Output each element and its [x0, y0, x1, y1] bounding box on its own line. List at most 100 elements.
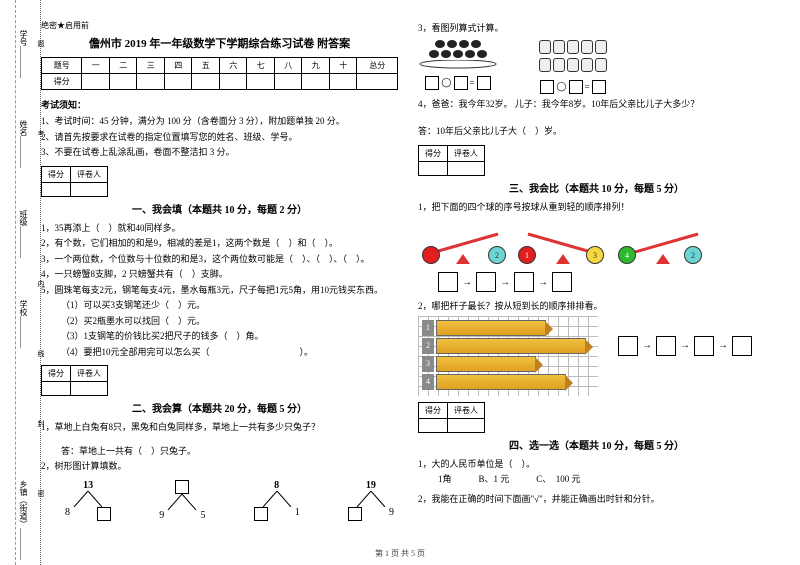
flow-box[interactable] — [514, 272, 534, 292]
blank-box[interactable] — [97, 507, 111, 521]
left-column: 绝密★启用前 儋州市 2019 年一年级数学下学期综合练习试卷 附答案 题号 一… — [31, 20, 408, 555]
tree-lines-icon — [68, 491, 108, 507]
berry-icon — [441, 50, 451, 58]
scorer-box: 得分评卷人 — [418, 145, 485, 176]
berry-icon — [465, 50, 475, 58]
td[interactable] — [137, 74, 165, 90]
flow-box[interactable] — [656, 336, 676, 356]
th: 九 — [302, 58, 330, 74]
notice-item: 2、请首先按要求在试卷的指定位置填写您的姓名、班级、学号。 — [41, 131, 398, 145]
q-line: （3）1支钢笔的价钱比买2把尺子的钱多（ ）角。 — [41, 330, 398, 344]
q-line: 4，一只螃蟹8支脚，2 只螃蟹共有（ ）支脚。 — [41, 268, 398, 282]
eq-box[interactable] — [592, 80, 606, 94]
flow-box[interactable] — [438, 272, 458, 292]
td[interactable] — [219, 74, 247, 90]
th: 三 — [137, 58, 165, 74]
scorer-h: 得分 — [419, 402, 448, 418]
arrow-icon: → — [680, 340, 690, 351]
flow-box[interactable] — [694, 336, 714, 356]
tree-top: 13 — [61, 480, 115, 491]
td[interactable] — [274, 74, 302, 90]
marker: 线 — [36, 350, 46, 357]
td[interactable] — [329, 74, 357, 90]
blank-box[interactable] — [348, 507, 362, 521]
scorer-v[interactable] — [71, 182, 108, 196]
td[interactable] — [82, 74, 110, 90]
page-root: 学号________ 姓名________ 班级________ 学校_____… — [0, 0, 800, 565]
exam-title: 儋州市 2019 年一年级数学下学期综合练习试卷 附答案 — [41, 35, 398, 51]
eq-box[interactable] — [425, 76, 439, 90]
notice-item: 1、考试时间：45 分钟，满分为 100 分（含卷面分 3 分），附加题单独 2… — [41, 115, 398, 129]
scorer-h: 得分 — [42, 166, 71, 182]
margin-label-id: 学号________ — [18, 30, 29, 78]
eq-box[interactable] — [540, 80, 554, 94]
answer-line: 答：草地上一共有（ ）只兔子。 — [41, 445, 398, 459]
q-line: 3，一个两位数，个位数与十位数的和是3，这个两位数可能是（ ）、（ ）、（ ）。 — [41, 253, 398, 267]
q-line: 3，看图列算式计算。 — [418, 22, 775, 36]
ball-2: 2 — [488, 246, 506, 264]
flow-box[interactable] — [552, 272, 572, 292]
scorer-v[interactable] — [448, 418, 485, 432]
flow-box[interactable] — [732, 336, 752, 356]
th: 题号 — [42, 58, 82, 74]
td[interactable] — [357, 74, 398, 90]
td[interactable] — [302, 74, 330, 90]
blank-box[interactable] — [254, 507, 268, 521]
fig-cows: ◯= — [538, 40, 608, 94]
marker: 考 — [36, 130, 46, 137]
td[interactable] — [247, 74, 275, 90]
scorer-v[interactable] — [419, 161, 448, 175]
q-line: （1）可以买3支钢笔还少（ ）元。 — [41, 299, 398, 313]
th: 总分 — [357, 58, 398, 74]
pencil-icon — [436, 356, 536, 372]
eq-sign: = — [585, 82, 590, 92]
cow-icon — [581, 40, 593, 54]
q-line: 1，把下面的四个球的序号按球从重到轻的顺序排列！ — [418, 201, 775, 215]
op-circle[interactable]: ◯ — [441, 77, 451, 88]
td[interactable] — [192, 74, 220, 90]
cow-icon — [567, 40, 579, 54]
q-line: 1，草地上白兔有8只，黑兔和白兔同样多，草地上一共有多少只兔子？ — [41, 421, 398, 435]
pencil-icon — [436, 320, 546, 336]
scorer-v[interactable] — [419, 418, 448, 432]
berry-icon — [471, 40, 481, 48]
th: 六 — [219, 58, 247, 74]
order-flow: → → → — [438, 272, 775, 292]
scorer-v[interactable] — [42, 382, 71, 396]
scorer-v[interactable] — [448, 161, 485, 175]
scorer-h: 评卷人 — [71, 166, 108, 182]
eq-box[interactable] — [569, 80, 583, 94]
scorer-v[interactable] — [42, 182, 71, 196]
tree-lines-icon — [351, 491, 391, 507]
th: 四 — [164, 58, 192, 74]
tree-right: 1 — [295, 507, 300, 521]
scorer-h: 得分 — [42, 366, 71, 382]
tree: 13 8 — [61, 480, 115, 521]
eq-box[interactable] — [454, 76, 468, 90]
td[interactable] — [109, 74, 137, 90]
tree-lines-icon — [162, 494, 202, 510]
tree-top: 19 — [344, 480, 398, 491]
seesaw-diagram: 2 1 3 4 2 — [418, 220, 775, 264]
th: 十 — [329, 58, 357, 74]
td[interactable] — [164, 74, 192, 90]
picture-equations: ◯= ◯= — [418, 40, 775, 94]
berry-icon — [453, 50, 463, 58]
marker: 内 — [36, 280, 46, 287]
q-line: 1，35再添上（ ）就和40同样多。 — [41, 222, 398, 236]
berry-icon — [477, 50, 487, 58]
op-circle[interactable]: ◯ — [556, 81, 566, 92]
tree-lines-icon — [257, 491, 297, 507]
q-line: （4）要把10元全部用完可以怎么买（ ）。 — [41, 346, 398, 360]
blank-box[interactable] — [175, 480, 189, 494]
flow-box[interactable] — [618, 336, 638, 356]
scorer-v[interactable] — [71, 382, 108, 396]
margin-label-class: 班级________ — [18, 210, 29, 258]
berry-icon — [459, 40, 469, 48]
flow-box[interactable] — [476, 272, 496, 292]
notice-item: 3、不要在试卷上乱涂乱画，卷面不整洁扣 3 分。 — [41, 146, 398, 160]
tree: 95 — [155, 480, 209, 521]
right-column: 3，看图列算式计算。 ◯= ◯= 4，爸爸 — [408, 20, 785, 555]
eq-box[interactable] — [477, 76, 491, 90]
scorer-box: 得分评卷人 — [41, 166, 108, 197]
